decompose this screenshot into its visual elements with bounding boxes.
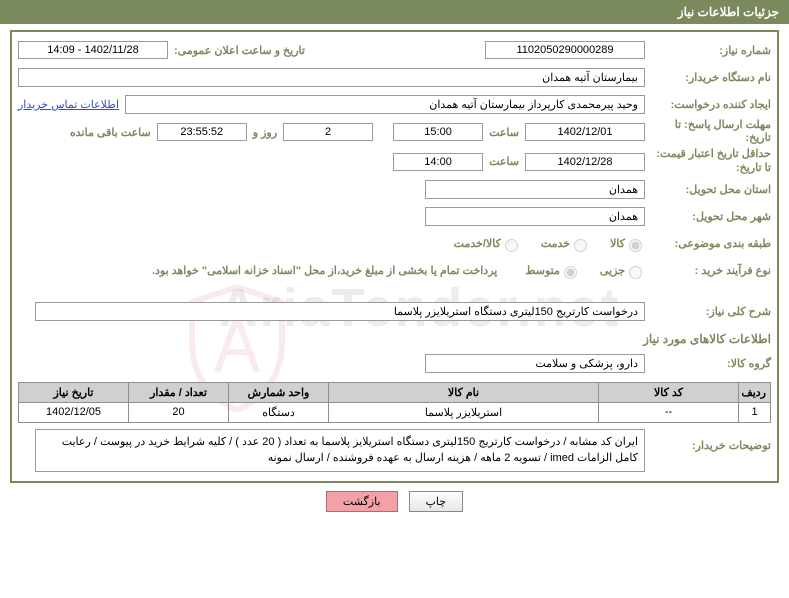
button-row: چاپ بازگشت <box>0 491 789 512</box>
row-group: گروه کالا: دارو، پزشکی و سلامت <box>18 352 771 376</box>
table-row: 1 -- استریلایزر پلاسما دستگاه 20 1402/12… <box>19 402 771 422</box>
buyer-org-label: نام دستگاه خریدار: <box>645 71 771 84</box>
th-row: ردیف <box>739 382 771 402</box>
row-deadline: مهلت ارسال پاسخ: تا تاریخ: 1402/12/01 سا… <box>18 119 771 145</box>
th-unit: واحد شمارش <box>229 382 329 402</box>
td-date: 1402/12/05 <box>19 402 129 422</box>
requester-field: وحید پیرمحمدی کارپرداز بیمارستان آتیه هم… <box>125 95 645 114</box>
row-buyer-org: نام دستگاه خریدار: بیمارستان آتیه همدان <box>18 65 771 89</box>
th-qty: تعداد / مقدار <box>129 382 229 402</box>
row-need-number: شماره نیاز: 1102050290000289 تاریخ و ساع… <box>18 38 771 62</box>
items-section-title: اطلاعات کالاهای مورد نیاز <box>18 332 771 346</box>
validity-date-field: 1402/12/28 <box>525 153 645 171</box>
buyer-notes-field: ایران کد مشابه / درخواست کارتریج 150لیتر… <box>35 429 645 472</box>
radio-medium[interactable]: متوسط <box>505 263 580 279</box>
row-category: طبقه بندی موضوعی: کالا خدمت کالا/خدمت <box>18 232 771 256</box>
td-name: استریلایزر پلاسما <box>329 402 599 422</box>
items-table: ردیف کد کالا نام کالا واحد شمارش تعداد /… <box>18 382 771 423</box>
row-overall: شرح کلی نیاز: درخواست کارتریج 150لیتری د… <box>18 300 771 324</box>
process-label: نوع فرآیند خرید : <box>645 264 771 277</box>
overall-label: شرح کلی نیاز: <box>645 305 771 318</box>
deadline-label: مهلت ارسال پاسخ: تا تاریخ: <box>645 119 771 145</box>
th-code: کد کالا <box>599 382 739 402</box>
row-validity: حداقل تاریخ اعتبار قیمت: تا تاریخ: 1402/… <box>18 148 771 174</box>
validity-hour-field: 14:00 <box>393 153 483 171</box>
requester-label: ایجاد کننده درخواست: <box>645 98 771 111</box>
payment-note: پرداخت تمام یا بخشی از مبلغ خرید،از محل … <box>152 264 505 277</box>
province-label: استان محل تحویل: <box>645 183 771 196</box>
back-button[interactable]: بازگشت <box>326 491 398 512</box>
announce-label: تاریخ و ساعت اعلان عمومی: <box>168 44 311 57</box>
announce-field: 1402/11/28 - 14:09 <box>18 41 168 59</box>
row-city: شهر محل تحویل: همدان <box>18 205 771 229</box>
radio-partial[interactable]: جزیی <box>580 263 645 279</box>
row-requester: ایجاد کننده درخواست: وحید پیرمحمدی کارپر… <box>18 92 771 116</box>
row-process: نوع فرآیند خرید : جزیی متوسط پرداخت تمام… <box>18 259 771 283</box>
deadline-date-field: 1402/12/01 <box>525 123 645 141</box>
row-province: استان محل تحویل: همدان <box>18 178 771 202</box>
row-buyer-notes: توضیحات خریدار: ایران کد مشابه / درخواست… <box>18 429 771 472</box>
title-bar: جزئیات اطلاعات نیاز <box>0 0 789 24</box>
td-unit: دستگاه <box>229 402 329 422</box>
remaining-days-field: 2 <box>283 123 373 141</box>
td-qty: 20 <box>129 402 229 422</box>
hour-label-1: ساعت <box>483 126 525 139</box>
buyer-notes-label: توضیحات خریدار: <box>645 429 771 452</box>
td-code: -- <box>599 402 739 422</box>
radio-goods-service[interactable]: کالا/خدمت <box>434 236 521 252</box>
radio-goods[interactable]: کالا <box>590 236 645 252</box>
day-and-label: روز و <box>247 126 283 139</box>
overall-field: درخواست کارتریج 150لیتری دستگاه استریلای… <box>35 302 645 321</box>
need-number-field: 1102050290000289 <box>485 41 645 59</box>
province-field: همدان <box>425 180 645 199</box>
group-label: گروه کالا: <box>645 357 771 370</box>
th-name: نام کالا <box>329 382 599 402</box>
group-field: دارو، پزشکی و سلامت <box>425 354 645 373</box>
city-label: شهر محل تحویل: <box>645 210 771 223</box>
city-field: همدان <box>425 207 645 226</box>
radio-service[interactable]: خدمت <box>521 236 590 252</box>
need-number-label: شماره نیاز: <box>645 44 771 57</box>
validity-label: حداقل تاریخ اعتبار قیمت: تا تاریخ: <box>645 148 771 174</box>
buyer-org-field: بیمارستان آتیه همدان <box>18 68 645 87</box>
remaining-suffix: ساعت باقی مانده <box>64 126 157 139</box>
td-row: 1 <box>739 402 771 422</box>
print-button[interactable]: چاپ <box>409 491 464 512</box>
category-label: طبقه بندی موضوعی: <box>645 237 771 250</box>
hour-label-2: ساعت <box>483 155 525 168</box>
remaining-time-field: 23:55:52 <box>157 123 247 141</box>
table-header-row: ردیف کد کالا نام کالا واحد شمارش تعداد /… <box>19 382 771 402</box>
main-panel: AriaTender.net شماره نیاز: 1102050290000… <box>10 30 779 483</box>
th-date: تاریخ نیاز <box>19 382 129 402</box>
deadline-hour-field: 15:00 <box>393 123 483 141</box>
contact-link[interactable]: اطلاعات تماس خریدار <box>18 98 125 111</box>
